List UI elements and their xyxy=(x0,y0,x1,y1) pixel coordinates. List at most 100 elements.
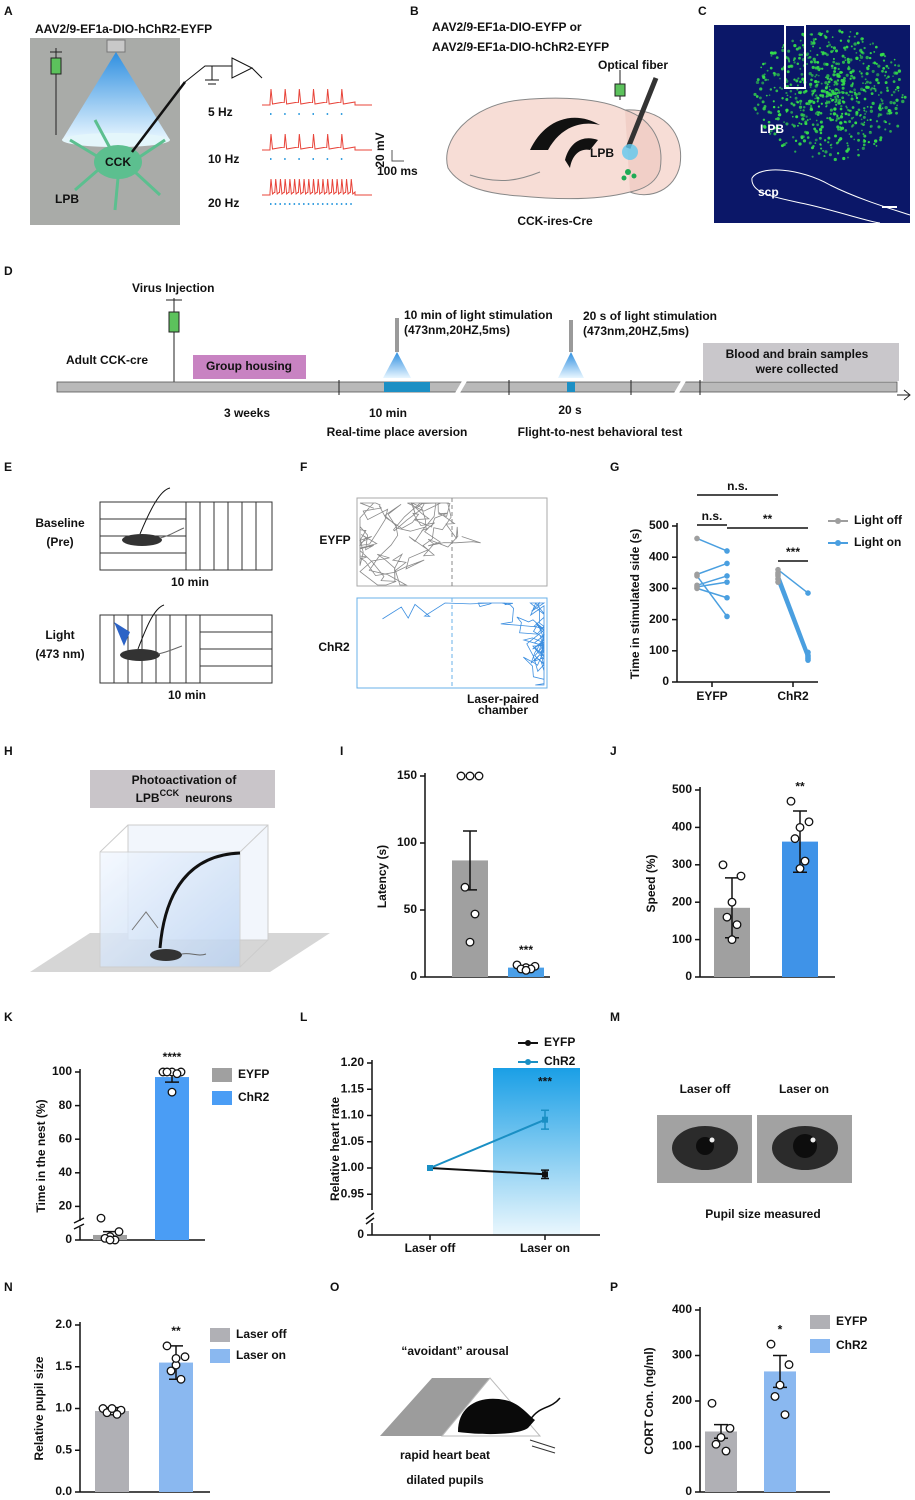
title-part: LPB xyxy=(136,791,160,805)
ground xyxy=(205,66,219,85)
group-label: ChR2 xyxy=(318,640,350,654)
cell xyxy=(792,124,796,128)
cell xyxy=(869,109,874,113)
panel-c: LPB scp xyxy=(714,24,911,224)
fiber-label: Optical fiber xyxy=(598,58,668,72)
cell xyxy=(810,60,813,64)
frequency-label: 10 Hz xyxy=(208,152,239,166)
cell xyxy=(892,80,896,84)
legend-label: Light off xyxy=(854,513,903,527)
cell xyxy=(859,114,862,117)
cell xyxy=(762,75,766,79)
cell xyxy=(855,32,859,35)
cell xyxy=(839,71,842,74)
cell xyxy=(812,90,816,93)
cell xyxy=(773,74,776,77)
cell xyxy=(825,53,829,57)
cell xyxy=(810,108,814,111)
data-point xyxy=(162,1067,172,1077)
cell xyxy=(798,56,801,60)
cell xyxy=(858,70,861,73)
timeline-label: were collected xyxy=(755,362,839,376)
ventricle xyxy=(565,138,598,168)
cell xyxy=(808,72,812,76)
cell xyxy=(814,75,817,78)
cell xyxy=(840,126,845,130)
cell xyxy=(817,80,820,84)
title: LPBCCK neurons xyxy=(136,788,233,805)
cell xyxy=(835,88,838,91)
y-tick-label: 300 xyxy=(672,1348,692,1362)
y-tick-label: 400 xyxy=(672,1302,692,1316)
cell xyxy=(828,43,832,47)
cell xyxy=(875,78,879,82)
bar xyxy=(159,1362,193,1492)
cell xyxy=(828,85,831,88)
cell xyxy=(850,74,854,78)
cell xyxy=(836,152,840,155)
cell xyxy=(896,85,899,88)
light-spot xyxy=(622,144,638,160)
cell xyxy=(866,80,869,84)
cell xyxy=(835,119,838,122)
legend-swatch xyxy=(810,1315,830,1329)
cell xyxy=(879,136,883,140)
data-point xyxy=(694,573,700,579)
cell xyxy=(844,59,847,61)
wire xyxy=(184,65,232,83)
cell xyxy=(836,72,840,77)
data-point xyxy=(725,1423,735,1433)
panel-letter: P xyxy=(610,1280,618,1294)
axis-break-gap xyxy=(77,1221,83,1227)
cell xyxy=(851,106,855,109)
housing-box xyxy=(193,355,306,379)
cell xyxy=(861,146,865,150)
caption: Pupil size measured xyxy=(705,1207,820,1221)
cell xyxy=(876,73,880,77)
data-point xyxy=(167,1087,177,1097)
y-axis-label: Relative heart rate xyxy=(328,1097,342,1201)
cell xyxy=(851,124,855,127)
data-point xyxy=(694,584,700,590)
cell xyxy=(809,118,811,121)
cell xyxy=(808,141,812,145)
cell xyxy=(887,67,890,70)
cell xyxy=(797,124,799,127)
significance: *** xyxy=(538,1074,552,1088)
cell xyxy=(885,64,889,68)
cell xyxy=(799,102,802,105)
cell xyxy=(868,56,872,60)
cell xyxy=(842,76,846,80)
timeline-label: 10 min xyxy=(369,406,407,420)
cell xyxy=(849,70,853,74)
cell xyxy=(765,94,768,97)
cell xyxy=(772,100,775,103)
timeline-label: Adult CCK-cre xyxy=(66,353,148,367)
neuron-body xyxy=(94,145,142,179)
cell xyxy=(834,49,839,53)
cell xyxy=(886,86,889,90)
chamber-lines xyxy=(113,615,272,683)
cable xyxy=(137,604,165,650)
legend-marker xyxy=(525,1059,531,1065)
cell xyxy=(820,102,823,105)
data-point xyxy=(96,1213,106,1223)
cell xyxy=(834,134,837,138)
caption: rapid heart beat xyxy=(400,1448,490,1462)
cell xyxy=(823,139,827,142)
cell xyxy=(841,112,844,115)
cell xyxy=(857,138,861,142)
cell xyxy=(852,70,854,73)
cell xyxy=(793,61,796,64)
y-tick-label: 1.05 xyxy=(341,1134,365,1148)
cell xyxy=(819,131,823,135)
significance: **** xyxy=(163,1050,182,1064)
cell xyxy=(800,122,803,126)
cell xyxy=(798,105,803,109)
group-label: EYFP xyxy=(319,533,350,547)
cell xyxy=(893,58,896,61)
cell xyxy=(819,128,823,132)
significance: * xyxy=(778,1322,783,1336)
cell xyxy=(841,80,845,84)
cell xyxy=(785,97,789,101)
